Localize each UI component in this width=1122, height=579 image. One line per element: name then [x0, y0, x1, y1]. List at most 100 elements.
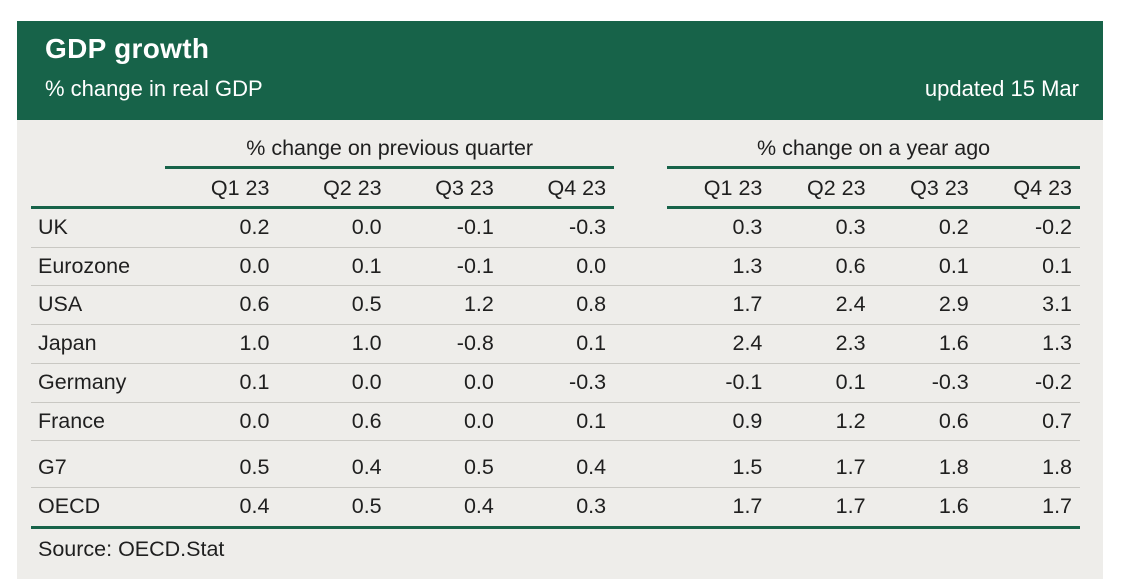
value-cell: 0.1 [501, 402, 615, 442]
value-cell: -0.1 [667, 363, 771, 403]
source-row: Source: OECD.Stat [31, 527, 1080, 567]
value-cell: 0.2 [165, 207, 278, 248]
value-cell: 0.0 [277, 207, 390, 248]
value-cell: 1.2 [389, 285, 502, 326]
table-row-germany: Germany 0.1 0.0 0.0 -0.3 -0.1 0.1 -0.3 -… [31, 363, 1080, 403]
value-cell: 3.1 [976, 285, 1080, 326]
value-cell: 0.3 [501, 487, 615, 529]
row-label: OECD [31, 487, 166, 529]
value-cell: 1.0 [165, 324, 278, 364]
value-cell: 0.5 [277, 487, 390, 529]
value-cell: -0.1 [389, 207, 502, 248]
value-cell: 0.6 [277, 402, 390, 442]
table-row-uk: UK 0.2 0.0 -0.1 -0.3 0.3 0.3 0.2 -0.2 [31, 207, 1080, 248]
value-cell: 0.1 [770, 363, 874, 403]
row-label: UK [31, 207, 166, 248]
column-gap [614, 168, 667, 208]
value-cell: 0.3 [770, 207, 874, 248]
value-cell: 1.6 [873, 487, 977, 529]
value-cell: 0.1 [501, 324, 615, 364]
updated-date: updated 15 Mar [924, 75, 1079, 101]
value-cell: -0.3 [501, 363, 615, 403]
value-cell: 0.0 [165, 402, 278, 442]
column-gap [614, 207, 668, 248]
quarter-header-row: Q1 23 Q2 23 Q3 23 Q4 23 Q1 23 Q2 23 Q3 2… [31, 167, 1080, 209]
value-cell: 1.5 [667, 440, 771, 489]
figure-table-panel: % change on previous quarter % change on… [17, 120, 1103, 579]
value-cell: 0.9 [667, 402, 771, 442]
quarter-header: Q1 23 [165, 167, 278, 209]
quarter-header: Q3 23 [873, 167, 977, 209]
table-row-usa: USA 0.6 0.5 1.2 0.8 1.7 2.4 2.9 3.1 [31, 285, 1080, 326]
value-cell: 2.3 [770, 324, 874, 364]
value-cell: 0.7 [976, 402, 1080, 442]
value-cell: 1.8 [873, 440, 977, 489]
value-cell: 0.1 [165, 363, 278, 403]
column-group-header-row: % change on previous quarter % change on… [31, 120, 1080, 169]
row-label: Germany [31, 363, 166, 403]
value-cell: 1.0 [277, 324, 390, 364]
value-cell: 1.7 [667, 487, 771, 529]
table-row-france: France 0.0 0.6 0.0 0.1 0.9 1.2 0.6 0.7 [31, 402, 1080, 442]
column-gap [614, 285, 668, 326]
figure-subtitle: % change in real GDP [45, 75, 263, 101]
group-header-year-ago: % change on a year ago [667, 120, 1080, 169]
value-cell: 1.7 [976, 487, 1080, 529]
value-cell: 0.0 [389, 402, 502, 442]
value-cell: 0.4 [277, 440, 390, 489]
value-cell: 1.2 [770, 402, 874, 442]
value-cell: 0.4 [165, 487, 278, 529]
gdp-table: % change on previous quarter % change on… [31, 120, 1080, 567]
value-cell: 0.0 [165, 247, 278, 287]
table-row-oecd: OECD 0.4 0.5 0.4 0.3 1.7 1.7 1.6 1.7 [31, 487, 1080, 529]
value-cell: 0.0 [277, 363, 390, 403]
value-cell: 0.1 [873, 247, 977, 287]
value-cell: 0.1 [976, 247, 1080, 287]
value-cell: -0.3 [873, 363, 977, 403]
value-cell: 1.8 [976, 440, 1080, 489]
value-cell: 0.6 [873, 402, 977, 442]
row-label: Eurozone [31, 247, 166, 287]
column-gap [614, 247, 668, 287]
row-label: G7 [31, 440, 166, 489]
quarter-header: Q4 23 [501, 167, 615, 209]
gdp-growth-figure: GDP growth % change in real GDP updated … [17, 21, 1103, 579]
value-cell: -0.3 [501, 207, 615, 248]
value-cell: 0.4 [389, 487, 502, 529]
value-cell: 1.7 [667, 285, 771, 326]
column-gap [614, 363, 668, 403]
table-row-g7: G7 0.5 0.4 0.5 0.4 1.5 1.7 1.8 1.8 [31, 440, 1080, 489]
source-note: Source: OECD.Stat [38, 536, 225, 561]
row-label: USA [31, 285, 166, 326]
value-cell: 0.0 [389, 363, 502, 403]
row-label-header [31, 167, 166, 209]
value-cell: 0.1 [277, 247, 390, 287]
column-gap [614, 487, 668, 529]
row-label: France [31, 402, 166, 442]
quarter-header: Q2 23 [277, 167, 390, 209]
quarter-header: Q2 23 [770, 167, 874, 209]
value-cell: 1.7 [770, 440, 874, 489]
figure-header: GDP growth % change in real GDP updated … [17, 21, 1103, 120]
value-cell: 0.5 [277, 285, 390, 326]
group-header-previous-quarter: % change on previous quarter [165, 120, 615, 169]
column-gap [614, 402, 668, 442]
value-cell: 0.8 [501, 285, 615, 326]
value-cell: 0.6 [165, 285, 278, 326]
quarter-header: Q1 23 [667, 167, 771, 209]
column-gap [614, 120, 667, 168]
column-gap [614, 324, 668, 364]
value-cell: 0.2 [873, 207, 977, 248]
value-cell: 1.3 [667, 247, 771, 287]
figure-subtitle-row: % change in real GDP updated 15 Mar [45, 75, 1079, 101]
quarter-header: Q4 23 [976, 167, 1080, 209]
value-cell: 1.7 [770, 487, 874, 529]
value-cell: 2.4 [770, 285, 874, 326]
value-cell: 0.0 [501, 247, 615, 287]
value-cell: -0.8 [389, 324, 502, 364]
value-cell: 0.3 [667, 207, 771, 248]
table-row-eurozone: Eurozone 0.0 0.1 -0.1 0.0 1.3 0.6 0.1 0.… [31, 247, 1080, 287]
value-cell: 2.9 [873, 285, 977, 326]
value-cell: 0.6 [770, 247, 874, 287]
column-gap [614, 440, 668, 489]
